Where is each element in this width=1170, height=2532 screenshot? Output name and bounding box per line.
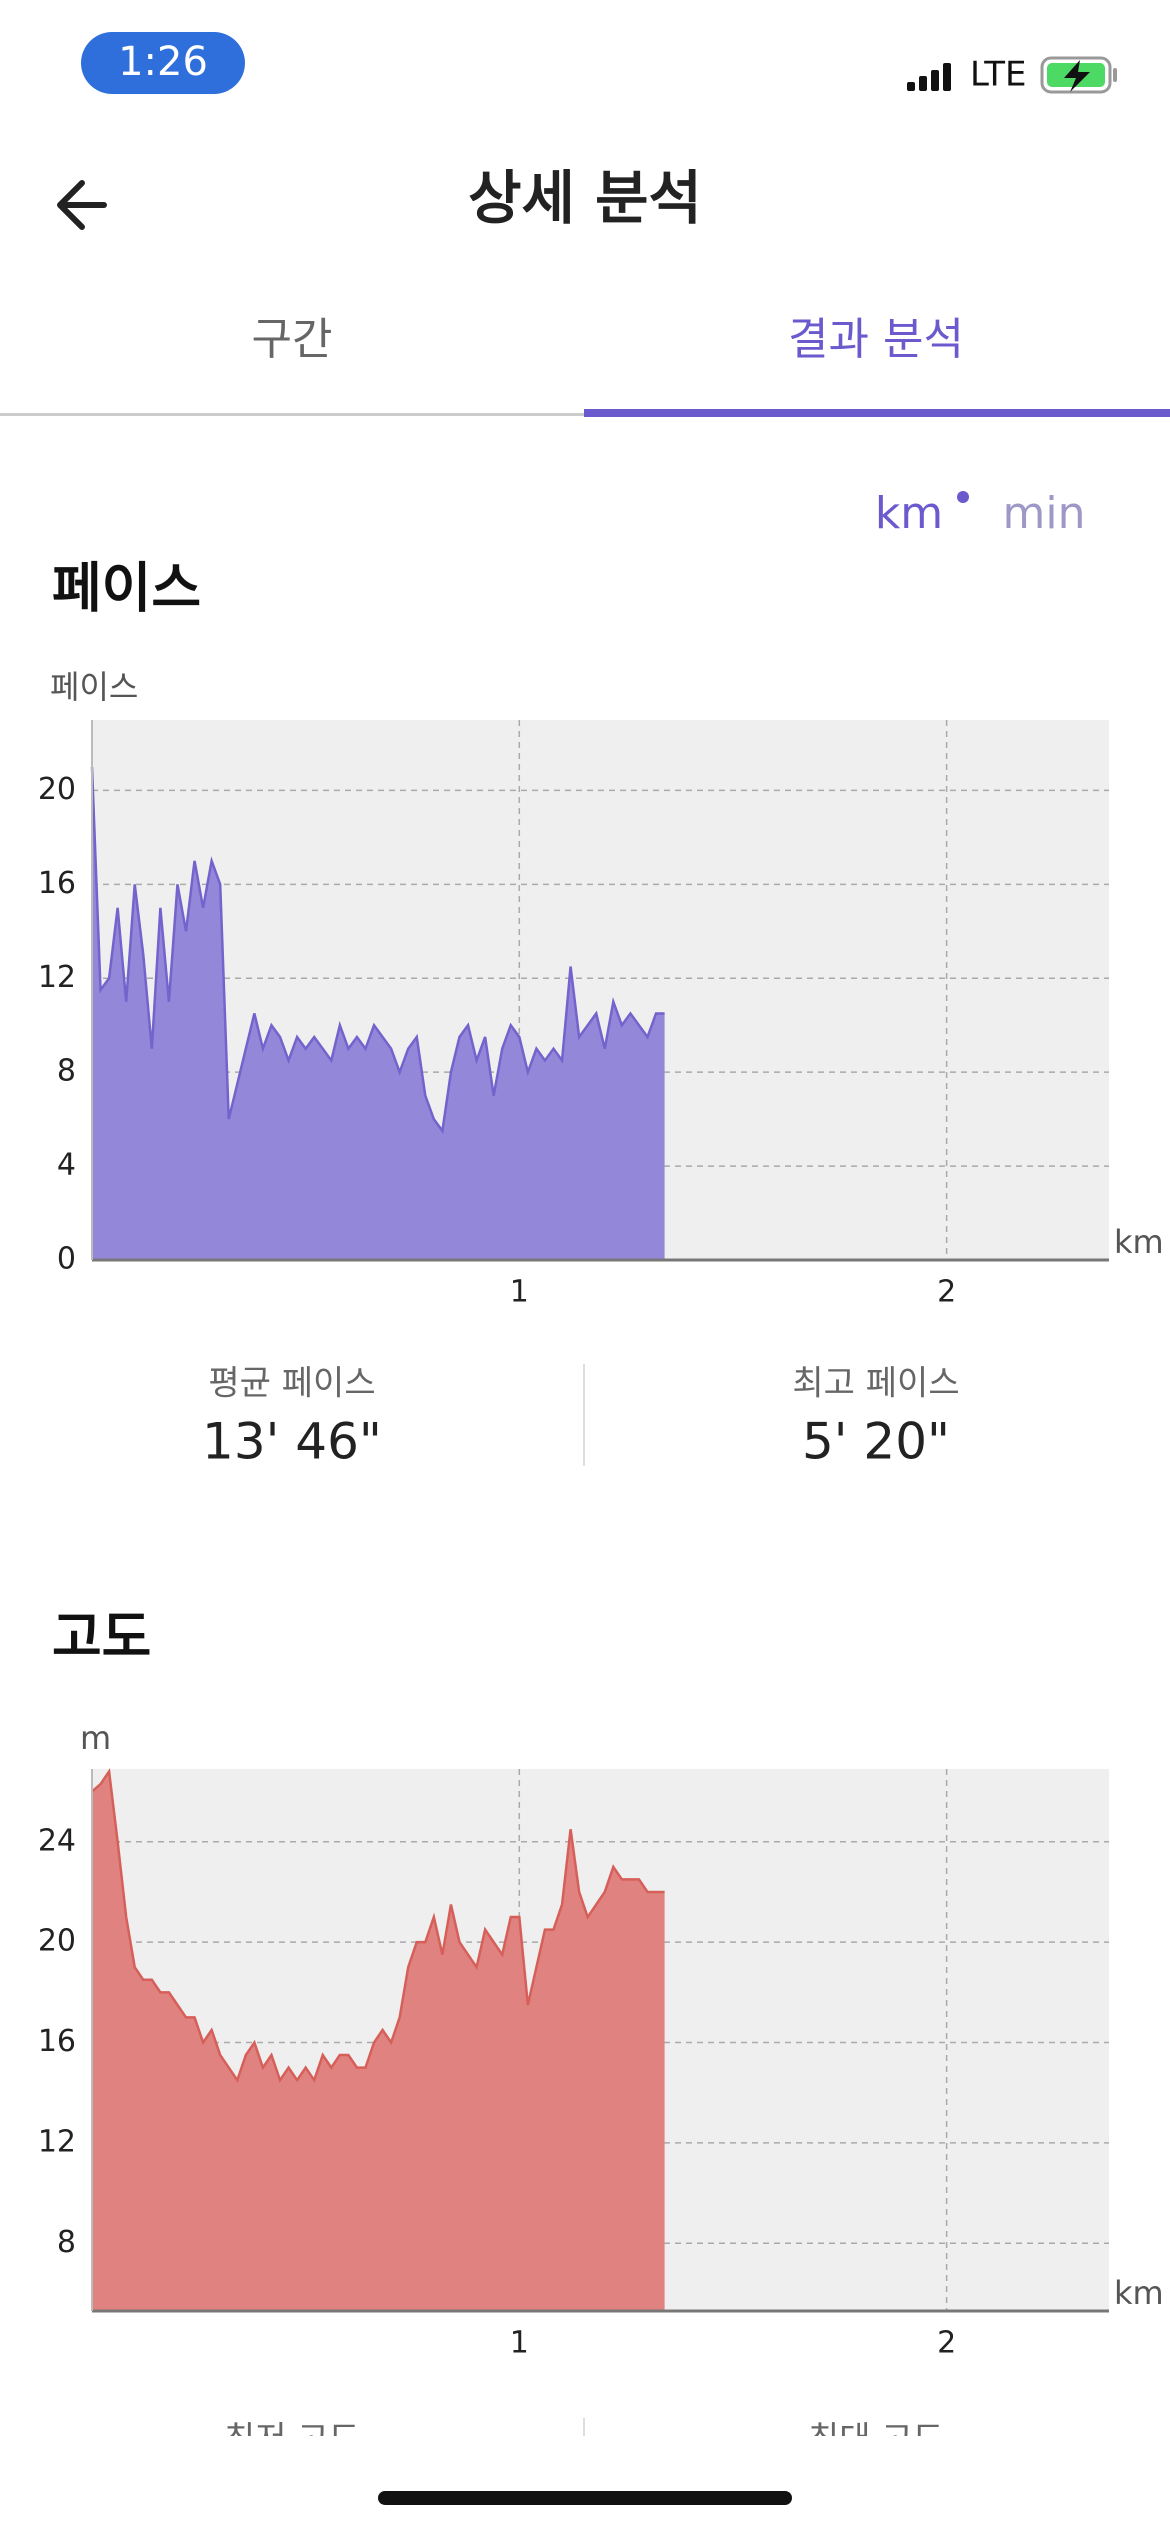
battery-icon: [1040, 56, 1117, 94]
x-tick-label: 1: [510, 1275, 529, 1310]
x-tick-label: 2: [937, 2326, 956, 2361]
home-indicator: [378, 2491, 792, 2505]
x-tick-label: 1: [510, 2326, 529, 2361]
x-axis-unit: km: [1114, 2274, 1164, 2312]
area: [92, 1771, 665, 2311]
y-tick-label: 16: [38, 866, 76, 901]
y-axis-label: m: [80, 1719, 111, 1757]
status-time: 1:26: [118, 39, 208, 85]
x-tick-label: 2: [937, 1275, 956, 1310]
unit-option[interactable]: min: [1003, 488, 1086, 539]
signal-icon: [907, 63, 951, 91]
stat-value: 13' 46": [202, 1413, 382, 1471]
back-button[interactable]: [57, 180, 107, 230]
page-title: 상세 분석: [468, 164, 702, 232]
y-tick-label: 12: [38, 2124, 76, 2159]
y-tick-label: 20: [38, 772, 76, 807]
unit-selected-dot: [957, 491, 969, 503]
y-tick-label: 8: [57, 1054, 76, 1089]
y-tick-label: 24: [38, 1823, 76, 1858]
tab-indicator: [584, 409, 1170, 417]
network-label: LTE: [970, 55, 1027, 95]
stat-value: 5' 20": [802, 1413, 950, 1471]
y-tick-label: 12: [38, 960, 76, 995]
x-axis-unit: km: [1114, 1223, 1164, 1261]
y-tick-label: 8: [57, 2225, 76, 2260]
stat-label: 최고 페이스: [792, 1364, 959, 1404]
y-tick-label: 20: [38, 1924, 76, 1959]
y-tick-label: 0: [57, 1242, 76, 1277]
bottom-fade: [0, 2436, 1170, 2532]
y-tick-label: 16: [38, 2024, 76, 2059]
chart-title: 페이스: [52, 557, 201, 620]
chart-title: 고도: [52, 1606, 151, 1669]
area: [92, 766, 665, 1260]
tab[interactable]: 결과 분석: [788, 314, 964, 365]
area-edge: [91, 1768, 665, 2083]
y-axis-label: 페이스: [50, 668, 138, 706]
area-edge: [90, 766, 665, 1135]
tab[interactable]: 구간: [252, 314, 333, 365]
unit-option[interactable]: km: [875, 488, 943, 539]
stat-label: 평균 페이스: [208, 1364, 375, 1404]
y-tick-label: 4: [57, 1148, 76, 1183]
time-pill: [81, 32, 245, 94]
